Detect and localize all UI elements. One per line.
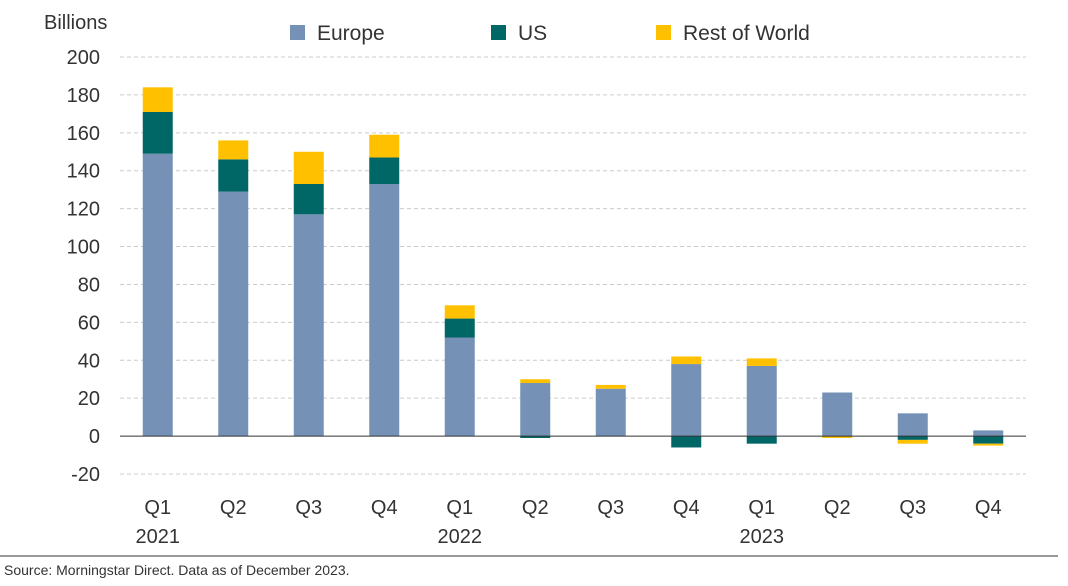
y-tick-label: 160 xyxy=(67,123,100,145)
bar-segment-rest-of-world xyxy=(520,379,551,384)
bar-segment-rest-of-world xyxy=(218,140,249,160)
bar-segment-us xyxy=(897,436,928,440)
bar-segment-europe xyxy=(142,153,173,437)
y-tick-label: 180 xyxy=(67,85,100,107)
x-tick-label: Q2 xyxy=(220,497,247,519)
y-tick-label: -20 xyxy=(71,464,100,486)
legend-swatch-us xyxy=(491,25,506,40)
source-note: Source: Morningstar Direct. Data as of D… xyxy=(4,562,350,578)
y-tick-label: 80 xyxy=(78,274,100,296)
legend-label: Europe xyxy=(317,22,385,45)
bar-segment-rest-of-world xyxy=(369,134,400,158)
bar-segment-europe xyxy=(671,364,702,437)
bar-segment-us xyxy=(671,436,702,448)
x-tick-label: Q1 xyxy=(446,497,473,519)
bar-segment-rest-of-world xyxy=(973,443,1004,446)
bar-segment-us xyxy=(142,111,173,154)
bar-segment-europe xyxy=(293,214,324,437)
bar-segment-europe xyxy=(520,383,551,437)
bar-segment-us xyxy=(369,157,400,184)
legend-label: US xyxy=(518,22,547,45)
bar-segment-rest-of-world xyxy=(671,356,702,365)
bar-segment-europe xyxy=(218,191,249,437)
legend-swatch-europe xyxy=(290,25,305,40)
y-tick-label: 140 xyxy=(67,161,100,183)
y-tick-label: 60 xyxy=(78,312,100,334)
y-axis-title: Billions xyxy=(44,12,107,34)
legend-swatch-rest-of-world xyxy=(656,25,671,40)
y-tick-label: 120 xyxy=(67,199,100,221)
x-tick-label: Q2 xyxy=(824,497,851,519)
x-tick-label: Q1 xyxy=(144,497,171,519)
bar-segment-us xyxy=(218,159,249,192)
y-tick-label: 100 xyxy=(67,237,100,259)
bar-segment-europe xyxy=(822,392,853,437)
bar-segment-us xyxy=(293,183,324,215)
bar-segment-europe xyxy=(973,430,1004,437)
y-tick-label: 0 xyxy=(89,426,100,448)
bar-segment-us xyxy=(520,436,551,438)
x-axis: Q1 Q2 Q3 Q4 Q1 Q2 Q3 Q4 Q1 Q2 Q3 Q4 2021 2022 2023 xyxy=(136,497,1002,548)
x-tick-label: Q2 xyxy=(522,497,549,519)
x-tick-label: Q3 xyxy=(295,497,322,519)
x-tick-label: Q4 xyxy=(371,497,398,519)
x-tick-label: Q4 xyxy=(673,497,700,519)
bar-segment-europe xyxy=(369,183,400,437)
x-tick-label: Q1 xyxy=(748,497,775,519)
bar-segment-europe xyxy=(444,337,475,437)
bar-segment-europe xyxy=(595,388,626,437)
bar-segment-rest-of-world xyxy=(595,384,626,389)
y-tick-label: 20 xyxy=(78,388,100,410)
bar-segment-us xyxy=(444,318,475,338)
legend-label: Rest of World xyxy=(683,22,810,45)
bar-segment-europe xyxy=(897,413,928,437)
y-axis: Billions -20 0 20 40 60 80 100 120 140 160 180 200 xyxy=(44,12,107,486)
bar-segment-rest-of-world xyxy=(822,436,853,438)
bars xyxy=(142,87,1004,448)
x-tick-label: Q3 xyxy=(597,497,624,519)
x-tick-label: Q4 xyxy=(975,497,1002,519)
bar-segment-rest-of-world xyxy=(142,87,173,112)
x-year-label: 2023 xyxy=(740,526,785,548)
legend: Europe US Rest of World xyxy=(290,22,810,45)
bar-segment-us xyxy=(973,436,1004,444)
bar-segment-rest-of-world xyxy=(897,439,928,444)
bar-segment-rest-of-world xyxy=(746,358,777,366)
bar-segment-rest-of-world xyxy=(293,151,324,184)
bar-segment-europe xyxy=(746,365,777,437)
x-year-label: 2022 xyxy=(438,526,483,548)
gridlines xyxy=(120,56,1026,475)
x-tick-label: Q3 xyxy=(899,497,926,519)
y-tick-label: 40 xyxy=(78,350,100,372)
y-tick-label: 200 xyxy=(67,47,100,69)
bar-segment-rest-of-world xyxy=(444,305,475,319)
bar-segment-us xyxy=(746,436,777,444)
x-year-label: 2021 xyxy=(136,526,181,548)
